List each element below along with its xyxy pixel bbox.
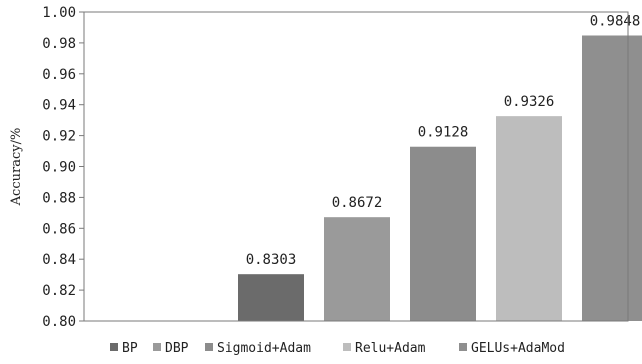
y-tick-label: 0.88 [42, 190, 76, 206]
legend-swatch [205, 343, 213, 351]
bar-gelus-adamod [582, 35, 642, 321]
y-tick-label: 0.90 [42, 160, 76, 176]
legend-swatch [110, 343, 118, 351]
y-axis-ticks: 0.80 0.82 0.84 0.86 0.88 0.90 0.92 0.94 0.96 0.98… [42, 5, 84, 330]
data-label: 0.8303 [246, 252, 297, 268]
legend-swatch [459, 343, 467, 351]
y-tick-label: 1.00 [42, 5, 76, 21]
bar-bp [238, 274, 304, 321]
legend-label: BP [122, 341, 138, 356]
plot-area-frame [83, 11, 629, 322]
bar-relu-adam [496, 116, 562, 322]
data-label: 0.9326 [504, 94, 555, 110]
y-tick-label: 0.98 [42, 36, 76, 52]
legend-swatch [343, 343, 351, 351]
y-tick-label: 0.82 [42, 283, 76, 299]
legend: BP DBP Sigmoid+Adam Relu+Adam GELUs+AdaMod [110, 341, 565, 356]
y-tick-label: 0.86 [42, 221, 76, 237]
legend-label: Relu+Adam [355, 341, 426, 356]
legend-label: DBP [165, 341, 189, 356]
y-tick-label: 0.92 [42, 129, 76, 145]
legend-label: Sigmoid+Adam [217, 341, 311, 356]
data-labels: 0.8303 0.8672 0.9128 0.9326 0.9848 [246, 13, 641, 268]
bars [238, 35, 642, 322]
data-label: 0.8672 [332, 195, 383, 211]
data-label: 0.9128 [418, 125, 469, 141]
bar-sigmoid-adam [410, 146, 476, 321]
y-axis-label: Accuracy/% [9, 128, 24, 207]
y-tick-label: 0.94 [42, 98, 76, 114]
y-tick-label: 0.84 [42, 252, 76, 268]
y-tick-label: 0.96 [42, 67, 76, 83]
bar-dbp [324, 217, 390, 321]
y-tick-label: 0.80 [42, 314, 76, 330]
data-label: 0.9848 [590, 13, 641, 29]
legend-label: GELUs+AdaMod [471, 341, 565, 356]
legend-swatch [153, 343, 161, 351]
